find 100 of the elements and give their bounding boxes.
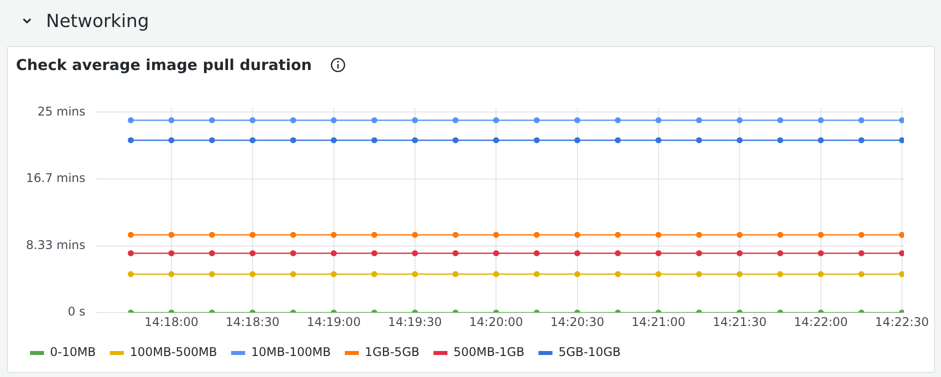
point xyxy=(777,232,784,238)
point xyxy=(736,250,743,256)
point xyxy=(574,137,580,144)
point xyxy=(208,271,215,278)
point xyxy=(534,271,540,278)
y-tick-label: 25 mins xyxy=(37,104,86,118)
text: Networking xyxy=(46,10,149,32)
point xyxy=(614,271,621,278)
point xyxy=(574,117,580,124)
point xyxy=(330,137,337,144)
point xyxy=(899,271,904,278)
point xyxy=(412,117,418,124)
point xyxy=(696,250,702,256)
legend-label: 100MB-500MB xyxy=(130,345,218,360)
point xyxy=(655,137,662,144)
point xyxy=(168,271,174,278)
point xyxy=(696,117,702,124)
point xyxy=(493,250,500,256)
point xyxy=(614,137,621,144)
x-tick-label: 14:21:00 xyxy=(632,314,686,329)
point xyxy=(290,271,296,278)
point xyxy=(330,232,337,238)
point xyxy=(128,117,134,124)
point xyxy=(574,232,580,238)
point xyxy=(250,117,256,124)
point xyxy=(655,117,662,124)
point xyxy=(493,232,500,238)
point xyxy=(128,232,134,238)
point xyxy=(452,271,459,278)
point xyxy=(330,117,337,124)
x-tick-label: 14:22:00 xyxy=(794,314,848,329)
point xyxy=(696,271,702,278)
point xyxy=(858,137,864,144)
point xyxy=(655,250,662,256)
y-tick-label: 16.7 mins xyxy=(26,171,86,186)
x-tick-label: 14:22:30 xyxy=(875,314,929,329)
point xyxy=(858,232,864,238)
point xyxy=(412,232,418,238)
point xyxy=(736,232,743,238)
point xyxy=(290,232,296,238)
point xyxy=(696,232,702,238)
point xyxy=(371,137,378,144)
legend-label: 500MB-1GB xyxy=(453,345,524,360)
legend-label: 5GB-10GB xyxy=(558,345,621,360)
point xyxy=(208,137,215,144)
point xyxy=(818,117,824,124)
point xyxy=(128,271,134,278)
point xyxy=(818,137,824,144)
point xyxy=(534,117,540,124)
point xyxy=(168,137,174,144)
point xyxy=(818,271,824,278)
point xyxy=(858,271,864,278)
point xyxy=(534,232,540,238)
point xyxy=(250,232,256,238)
legend-label: 0-10MB xyxy=(50,345,96,360)
point xyxy=(290,250,296,256)
point xyxy=(614,250,621,256)
point xyxy=(899,117,904,124)
point xyxy=(128,250,134,256)
point xyxy=(452,117,459,124)
point xyxy=(250,250,256,256)
point xyxy=(371,271,378,278)
point xyxy=(899,250,904,256)
point xyxy=(412,250,418,256)
point xyxy=(614,117,621,124)
point xyxy=(452,250,459,256)
point xyxy=(452,137,459,144)
x-tick-label: 14:20:30 xyxy=(550,314,604,329)
point xyxy=(290,137,296,144)
x-tick-label: 14:18:00 xyxy=(144,314,198,329)
legend-label: 10MB-100MB xyxy=(251,345,331,360)
point xyxy=(534,137,540,144)
point xyxy=(899,232,904,238)
point xyxy=(371,232,378,238)
point xyxy=(371,250,378,256)
point xyxy=(777,117,784,124)
point xyxy=(250,137,256,144)
point xyxy=(777,271,784,278)
point xyxy=(452,232,459,238)
point xyxy=(655,232,662,238)
x-tick-label: 14:20:00 xyxy=(469,314,524,329)
point xyxy=(290,117,296,124)
point xyxy=(412,271,418,278)
point xyxy=(899,137,904,144)
chart-title: Check average image pull duration xyxy=(16,56,312,74)
point xyxy=(208,232,215,238)
point xyxy=(168,117,174,124)
x-tick-label: 14:18:30 xyxy=(226,314,280,329)
point xyxy=(534,250,540,256)
point xyxy=(614,232,621,238)
point xyxy=(777,250,784,256)
point xyxy=(818,232,824,238)
point xyxy=(574,271,580,278)
point xyxy=(493,117,500,124)
point xyxy=(330,250,337,256)
x-tick-label: 14:21:30 xyxy=(712,314,767,329)
point xyxy=(858,250,864,256)
point xyxy=(493,271,500,278)
point xyxy=(371,117,378,124)
point xyxy=(858,117,864,124)
